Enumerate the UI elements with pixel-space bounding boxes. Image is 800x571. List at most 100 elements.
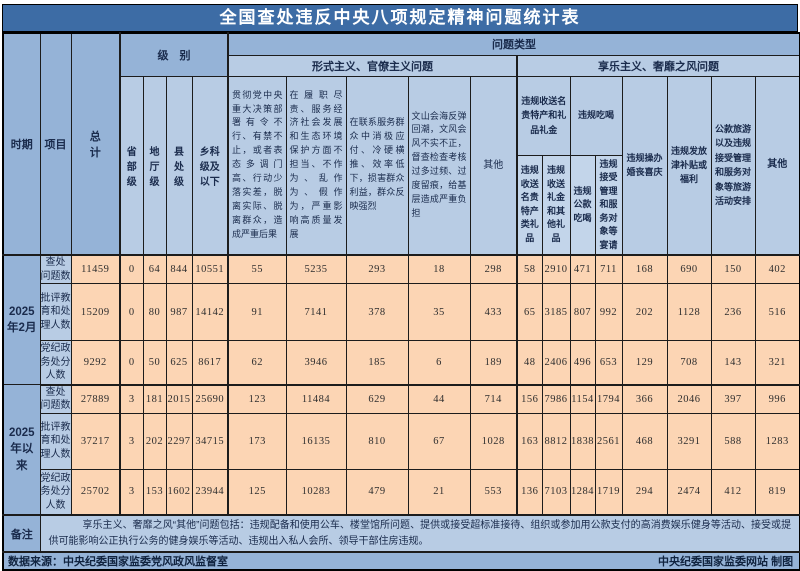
value-cell: 366 [621,384,668,414]
header-level-township: 乡科级及以下 [191,75,229,256]
value-cell: 402 [754,254,800,284]
value-cell: 294 [621,468,668,516]
value-cell: 168 [621,254,668,284]
value-cell: 293 [345,254,409,284]
header-hedonism-group-dining: 违规吃喝 [569,75,623,156]
value-cell: 690 [666,254,712,284]
value-cell: 27889 [70,384,121,414]
value-cell: 150 [710,254,756,284]
value-cell: 625 [165,340,193,386]
header-level-prefecture: 地厅级 [142,75,167,256]
value-cell: 321 [754,340,800,386]
header-hedonism-col-travel: 公款旅游以及违规接受管理和服务对象等旅游活动安排 [710,75,756,256]
value-cell: 1719 [594,468,623,516]
period-label: 2025 年以 来 [2,384,41,516]
footer-bar: 数据来源：中央纪委国家监委党风政风监督室 中央纪委国家监委网站 制图 [2,551,800,571]
value-cell: 412 [710,468,756,516]
header-hedonism-sub-cash-gifts: 违规收送礼金和其他礼品 [541,154,571,256]
value-cell: 2297 [165,412,193,470]
period-label: 2025 年2月 [2,254,41,385]
value-cell: 588 [710,412,756,470]
value-cell: 996 [754,384,800,414]
header-formalism-other: 其他 [469,75,518,256]
value-cell: 181 [142,384,167,414]
value-cell: 987 [165,283,193,341]
value-cell: 397 [710,384,756,414]
value-cell: 2474 [666,468,712,516]
value-cell: 25690 [191,384,229,414]
value-cell: 3946 [285,340,347,386]
page-title: 全国查处违反中央八项规定精神问题统计表 [2,4,798,32]
value-cell: 807 [569,283,596,341]
item-label: 批评教 育和处 理人数 [39,283,72,341]
value-cell: 7986 [541,384,571,414]
value-cell: 11459 [70,254,121,284]
header-problem-type: 问题类型 [227,32,800,56]
value-cell: 711 [594,254,623,284]
value-cell: 23944 [191,468,229,516]
header-formalism-col-2: 在履职尽责、服务经济社会发展和生态环境保护方面不担当、不作为、乱作为、假作为，严… [285,75,347,256]
value-cell: 479 [345,468,409,516]
item-label: 查处 问题数 [39,254,72,284]
header-hedonism-sub-public-funds-dining: 违规公款吃喝 [569,154,596,256]
value-cell: 7141 [285,283,347,341]
value-cell: 844 [165,254,193,284]
value-cell: 48 [516,340,543,386]
value-cell: 2015 [165,384,193,414]
value-cell: 1602 [165,468,193,516]
value-cell: 433 [469,283,518,341]
value-cell: 44 [407,384,471,414]
value-cell: 62 [227,340,287,386]
header-hedonism-sub-banquets: 违规接受管理和服务对象等宴请 [594,154,623,256]
value-cell: 1128 [666,283,712,341]
header-total: 总计 [70,32,121,256]
value-cell: 65 [516,283,543,341]
value-cell: 1283 [754,412,800,470]
value-cell: 37217 [70,412,121,470]
header-level-county: 县处级 [165,75,193,256]
statistics-table-page: 全国查处违反中央八项规定精神问题统计表 时期 项目 总计 级 别 问题类型 形式… [0,4,800,571]
value-cell: 2406 [541,340,571,386]
value-cell: 173 [227,412,287,470]
value-cell: 496 [569,340,596,386]
value-cell: 553 [469,468,518,516]
value-cell: 0 [119,283,144,341]
value-cell: 91 [227,283,287,341]
value-cell: 992 [594,283,623,341]
header-total-label: 总计 [89,131,101,159]
value-cell: 8812 [541,412,571,470]
value-cell: 3291 [666,412,712,470]
value-cell: 64 [142,254,167,284]
value-cell: 15209 [70,283,121,341]
footer-credit: 中央纪委国家监委网站 制图 [658,556,794,568]
header-level: 级 别 [119,32,229,77]
value-cell: 378 [345,283,409,341]
value-cell: 25702 [70,468,121,516]
value-cell: 6 [407,340,471,386]
header-formalism: 形式主义、官僚主义问题 [227,54,518,77]
value-cell: 143 [710,340,756,386]
value-cell: 16135 [285,412,347,470]
header-hedonism-other: 其他 [754,75,800,256]
value-cell: 1284 [569,468,596,516]
value-cell: 10551 [191,254,229,284]
value-cell: 819 [754,468,800,516]
header-hedonism-col-allowances: 违规发放津补贴或福利 [666,75,712,256]
header-hedonism-col-weddings: 违规操办婚丧喜庆 [621,75,668,256]
value-cell: 516 [754,283,800,341]
item-label: 批评教 育和处 理人数 [39,412,72,470]
header-formalism-col-4: 文山会海反弹回潮，文风会风不实不正，督查检查考核过多过频、过度留痕，给基层造成严… [407,75,471,256]
value-cell: 153 [142,468,167,516]
value-cell: 236 [710,283,756,341]
value-cell: 58 [516,254,543,284]
value-cell: 9292 [70,340,121,386]
header-formalism-col-1: 贯彻党中央重大决策部署有令不行、有禁不止，或者表态多调门高、行动少落实差，脱离实… [227,75,287,256]
value-cell: 629 [345,384,409,414]
value-cell: 3 [119,468,144,516]
value-cell: 123 [227,384,287,414]
value-cell: 1838 [569,412,596,470]
value-cell: 1154 [569,384,596,414]
value-cell: 708 [666,340,712,386]
value-cell: 189 [469,340,518,386]
header-period: 时期 [2,32,41,256]
